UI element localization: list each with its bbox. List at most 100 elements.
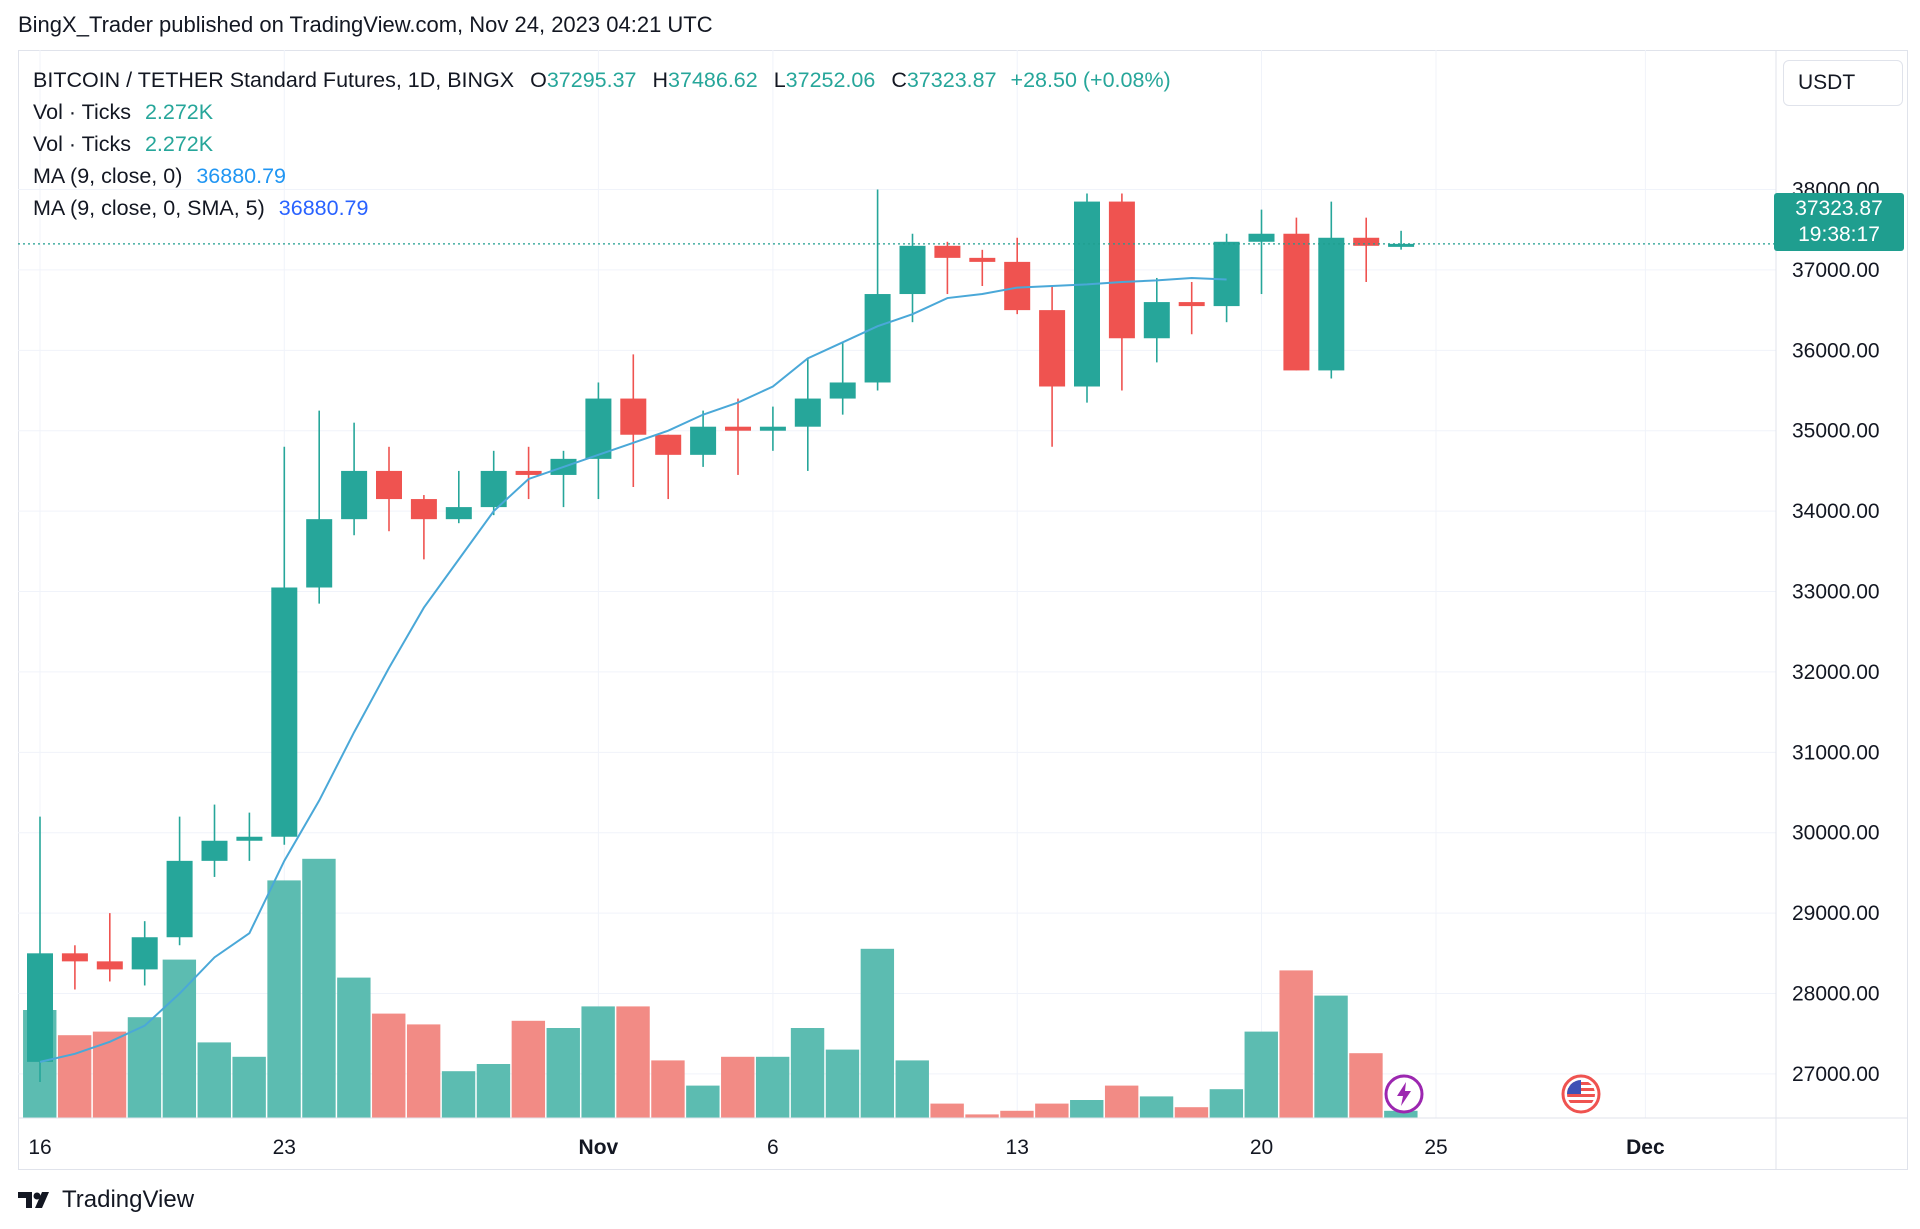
candle-body (376, 470, 402, 500)
us-flag-event-icon[interactable] (1560, 1073, 1602, 1115)
volume-bar (127, 1017, 162, 1118)
legend-vol1-row[interactable]: Vol · Ticks 2.272K (33, 96, 1171, 128)
candle-body (306, 519, 333, 588)
volume-bar (930, 1103, 964, 1118)
candle (166, 816, 193, 946)
candle (27, 816, 53, 1082)
volume-bar (372, 1013, 406, 1118)
candle-body (725, 426, 751, 431)
x-tick-label: 23 (273, 1136, 296, 1159)
candle-body (1283, 233, 1310, 371)
candle-body (27, 953, 53, 1062)
lightning-event-icon[interactable] (1383, 1073, 1425, 1115)
symbol-label[interactable]: BITCOIN / TETHER Standard Futures, 1D, B… (33, 68, 515, 92)
candle (1318, 201, 1345, 379)
candle-body (1353, 237, 1380, 246)
volume-bar (1314, 995, 1348, 1118)
candle (759, 406, 786, 451)
volume-bar (965, 1114, 999, 1118)
ma2-label: MA (9, close, 0, SMA, 5) (33, 196, 265, 220)
last-price-label: 37323.87 (1795, 197, 1883, 220)
candle (131, 921, 158, 986)
candle-body (480, 470, 507, 508)
candle (201, 804, 228, 877)
vol1-value: 2.272K (144, 100, 214, 124)
legend-vol2-row[interactable]: Vol · Ticks 2.272K (33, 128, 1171, 160)
chart-frame[interactable] (18, 50, 1908, 1170)
volume-bar (1349, 1053, 1383, 1118)
candle-body (1039, 310, 1066, 387)
candle (1108, 193, 1135, 391)
y-tick-label: 37000.00 (1792, 259, 1880, 282)
candle (341, 422, 368, 536)
candle (96, 913, 123, 982)
x-tick-label: 13 (1006, 1136, 1029, 1159)
volume-bar (1000, 1110, 1034, 1118)
volume-bar (860, 948, 895, 1118)
candle (1039, 286, 1066, 447)
candle (480, 450, 507, 516)
volume-bar (686, 1085, 720, 1118)
legend-ma2-row[interactable]: MA (9, close, 0, SMA, 5) 36880.79 (33, 192, 1171, 224)
candle-body (1318, 237, 1345, 371)
tradingview-logo[interactable]: TradingView (18, 1186, 194, 1214)
candle-body (1248, 233, 1275, 242)
candle-body (271, 587, 298, 837)
candle-body (794, 398, 821, 427)
candle-body (1388, 243, 1415, 247)
volume-bar (1070, 1100, 1104, 1118)
candle (236, 812, 263, 861)
volume-bar (162, 959, 197, 1118)
candle (271, 446, 298, 845)
volume-bar (1384, 1110, 1418, 1118)
candle-body (341, 470, 368, 520)
candle-body (61, 953, 88, 962)
candle (1353, 217, 1380, 282)
tradingview-logo-icon (18, 1192, 49, 1208)
y-tick-label: 31000.00 (1792, 741, 1880, 764)
candle-body (620, 398, 647, 435)
axes: 27000.00 28000.00 29000.00 30000.00 31000.00… (18, 50, 1908, 1170)
candle (1388, 230, 1415, 250)
legend-ma1-row[interactable]: MA (9, close, 0) 36880.79 (33, 160, 1171, 192)
candle-body (934, 245, 961, 258)
high-key: H (652, 68, 669, 92)
published-line: BingX_Trader published on TradingView.co… (18, 12, 713, 37)
volume-bar (441, 1071, 476, 1118)
candle (1283, 217, 1310, 371)
candle (376, 446, 402, 532)
ma2-value: 36880.79 (278, 196, 369, 220)
candle (934, 241, 961, 295)
volume-bar (57, 1035, 92, 1118)
vol2-label: Vol · Ticks (33, 132, 131, 156)
volume-bars (23, 858, 1418, 1118)
ma1-value: 36880.79 (196, 164, 287, 188)
candle (655, 434, 682, 500)
candle (864, 189, 891, 391)
volume-bar (790, 1028, 825, 1118)
candle-body (131, 937, 158, 970)
volume-bar (406, 1024, 441, 1118)
vol2-value: 2.272K (144, 132, 214, 156)
candle-body (969, 257, 996, 262)
low-value: 37252.06 (785, 68, 876, 92)
candle (410, 495, 437, 560)
low-key: L (773, 68, 786, 92)
y-tick-label: 36000.00 (1792, 339, 1880, 362)
open-value: 37295.37 (546, 68, 637, 92)
volume-bar (337, 977, 371, 1118)
ma1-label: MA (9, close, 0) (33, 164, 183, 188)
candle-body (515, 470, 542, 475)
y-tick-label: 33000.00 (1792, 581, 1880, 604)
close-value: 37323.87 (906, 68, 997, 92)
candle-body (864, 294, 891, 383)
candle (1004, 237, 1031, 315)
volume-bar (651, 1060, 685, 1118)
volume-bar (755, 1056, 790, 1118)
candle-body (1004, 261, 1031, 311)
currency-selector[interactable]: USDT (1783, 60, 1903, 106)
candle (969, 249, 996, 286)
candle-body (759, 426, 786, 431)
candle-body (1213, 241, 1240, 307)
